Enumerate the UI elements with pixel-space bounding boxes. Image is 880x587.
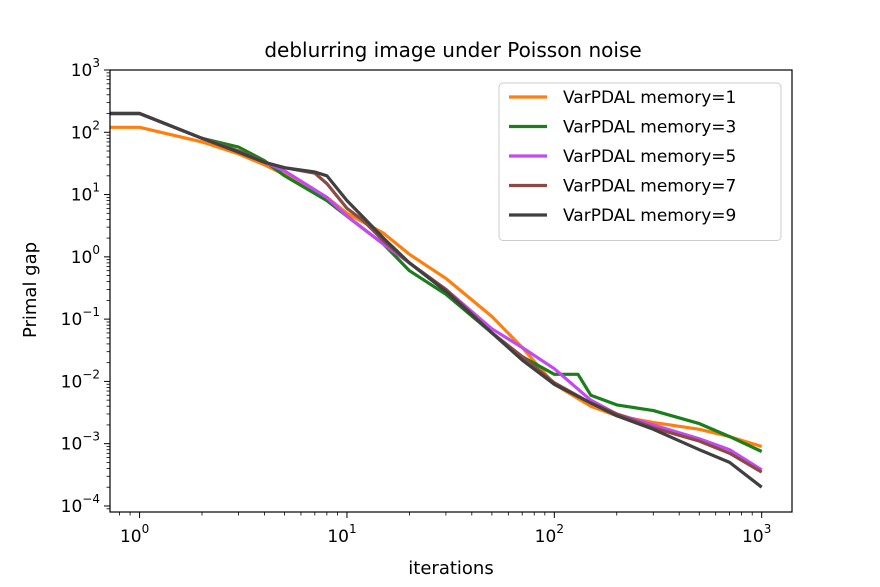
legend-label-4: VarPDAL memory=7 [563, 177, 736, 197]
x-axis-label: iterations [408, 558, 493, 579]
y-tick-label: 10−1 [61, 305, 100, 330]
legend-label-5: VarPDAL memory=9 [563, 206, 736, 226]
y-tick-label: 10−3 [61, 430, 100, 455]
y-tick-label: 100 [71, 243, 100, 268]
y-tick-label: 102 [71, 118, 100, 143]
series-layer [110, 111, 763, 489]
y-tick-label: 101 [71, 181, 100, 206]
y-tick-label: 10−2 [61, 367, 100, 392]
x-tick-label: 102 [535, 522, 564, 547]
x-tick-label: 103 [742, 522, 771, 547]
y-tick-label: 103 [71, 56, 100, 81]
axes-layer: 100 101 102 103 10−4 10−3 10−2 10−1 100 101 102 103 [61, 56, 793, 547]
chart-title: deblurring image under Poisson noise [264, 38, 641, 62]
legend-label-1: VarPDAL memory=1 [563, 88, 736, 108]
plot-frame [109, 69, 793, 513]
series-line-1 [110, 125, 763, 449]
y-axis-label: Primal gap [20, 242, 41, 338]
x-tick-label: 101 [327, 522, 356, 547]
series-line-2 [110, 111, 763, 453]
series-line-5 [110, 111, 763, 489]
x-tick-label: 100 [120, 522, 149, 547]
y-tick-label: 10−4 [61, 492, 100, 517]
legend: VarPDAL memory=1 VarPDAL memory=3 VarPDAL … [498, 82, 782, 241]
legend-box [498, 82, 782, 241]
legend-label-3: VarPDAL memory=5 [563, 147, 736, 167]
legend-label-2: VarPDAL memory=3 [563, 118, 736, 138]
